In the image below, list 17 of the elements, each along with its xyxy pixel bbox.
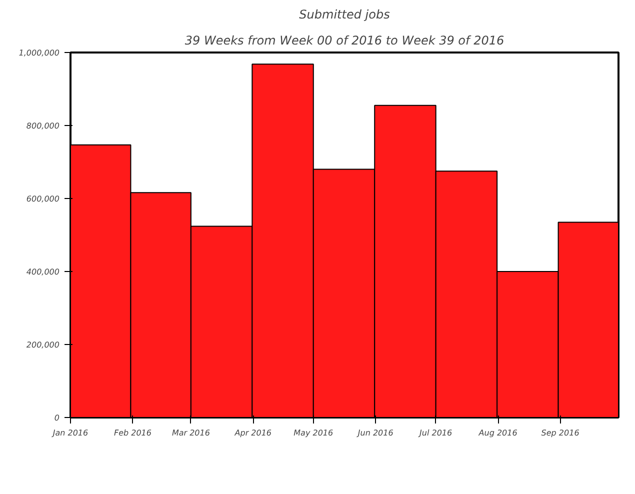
x-tick-label: Jul 2016 xyxy=(418,428,452,438)
x-tick-label: May 2016 xyxy=(294,428,334,438)
chart-subtitle: 39 Weeks from Week 00 of 2016 to Week 39 of 2016 xyxy=(184,34,504,48)
x-tick-label: Aug 2016 xyxy=(478,428,518,438)
y-tick-label: 800,000 xyxy=(26,122,60,130)
y-tick-label: 400,000 xyxy=(26,268,60,276)
y-tick-label: 1,000,000 xyxy=(18,48,60,58)
y-tick-label: 0 xyxy=(54,414,60,422)
x-tick-label: Jun 2016 xyxy=(356,428,394,438)
x-tick-label: Mar 2016 xyxy=(172,428,210,438)
x-tick-label: Sep 2016 xyxy=(541,428,580,438)
x-tick-label: Jan 2016 xyxy=(50,428,88,438)
chart-title: Submitted jobs xyxy=(299,8,390,22)
x-tick-label: Feb 2016 xyxy=(114,428,152,438)
x-tick-label: Apr 2016 xyxy=(234,428,272,438)
y-tick-label: 600,000 xyxy=(26,194,60,204)
y-tick-label: 200,000 xyxy=(26,340,60,350)
